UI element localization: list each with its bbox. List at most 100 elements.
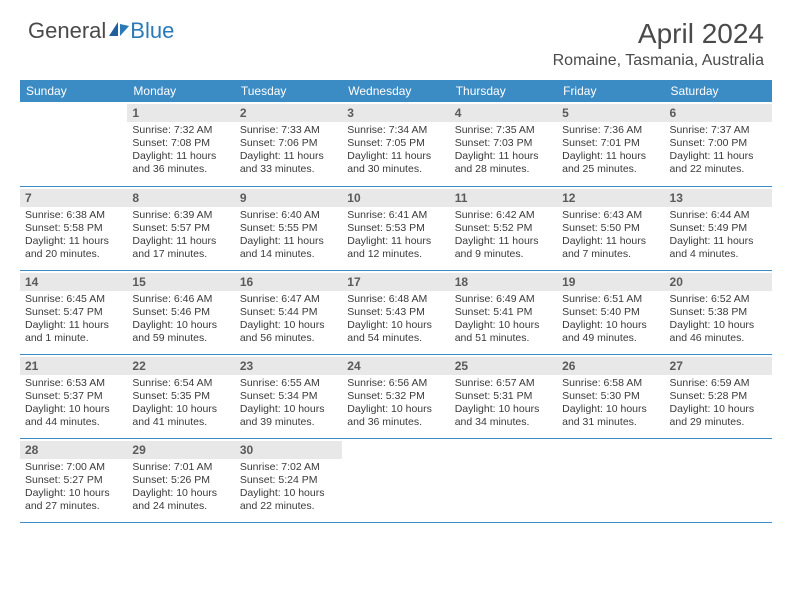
day-num-wrap: 3 (342, 104, 449, 122)
day-cell-blank (20, 102, 127, 186)
day-cell-9: 9Sunrise: 6:40 AMSunset: 5:55 PMDaylight… (235, 186, 342, 270)
daylight-line: Daylight: 10 hours and 54 minutes. (347, 319, 444, 345)
day-cell-6: 6Sunrise: 7:37 AMSunset: 7:00 PMDaylight… (665, 102, 772, 186)
sunset-line: Sunset: 7:08 PM (132, 137, 229, 150)
day-cell-10: 10Sunrise: 6:41 AMSunset: 5:53 PMDayligh… (342, 186, 449, 270)
sunset-line: Sunset: 7:03 PM (455, 137, 552, 150)
day-num-wrap: 30 (235, 441, 342, 459)
day-cell-20: 20Sunrise: 6:52 AMSunset: 5:38 PMDayligh… (665, 270, 772, 354)
day-cell-29: 29Sunrise: 7:01 AMSunset: 5:26 PMDayligh… (127, 438, 234, 522)
daylight-line: Daylight: 11 hours and 20 minutes. (25, 235, 122, 261)
day-num-wrap: 18 (450, 273, 557, 291)
day-num-wrap: 12 (557, 189, 664, 207)
day-num: 14 (25, 275, 122, 289)
sunset-line: Sunset: 5:26 PM (132, 474, 229, 487)
daylight-line: Daylight: 11 hours and 9 minutes. (455, 235, 552, 261)
sunrise-line: Sunrise: 6:38 AM (25, 209, 122, 222)
day-num-wrap: 14 (20, 273, 127, 291)
day-cell-blank (557, 438, 664, 522)
day-num: 12 (562, 191, 659, 205)
header: General Blue April 2024 Romaine, Tasmani… (0, 0, 792, 74)
day-num: 26 (562, 359, 659, 373)
sunrise-line: Sunrise: 6:57 AM (455, 377, 552, 390)
day-cell-19: 19Sunrise: 6:51 AMSunset: 5:40 PMDayligh… (557, 270, 664, 354)
day-cell-16: 16Sunrise: 6:47 AMSunset: 5:44 PMDayligh… (235, 270, 342, 354)
sunrise-line: Sunrise: 6:39 AM (132, 209, 229, 222)
day-num: 29 (132, 443, 229, 457)
sunset-line: Sunset: 7:05 PM (347, 137, 444, 150)
day-cell-25: 25Sunrise: 6:57 AMSunset: 5:31 PMDayligh… (450, 354, 557, 438)
day-cell-12: 12Sunrise: 6:43 AMSunset: 5:50 PMDayligh… (557, 186, 664, 270)
day-num-wrap: 29 (127, 441, 234, 459)
sunrise-line: Sunrise: 6:43 AM (562, 209, 659, 222)
sunset-line: Sunset: 5:50 PM (562, 222, 659, 235)
day-cell-18: 18Sunrise: 6:49 AMSunset: 5:41 PMDayligh… (450, 270, 557, 354)
daylight-line: Daylight: 11 hours and 28 minutes. (455, 150, 552, 176)
day-header-thursday: Thursday (450, 80, 557, 102)
day-num: 24 (347, 359, 444, 373)
daylight-line: Daylight: 11 hours and 22 minutes. (670, 150, 767, 176)
sunset-line: Sunset: 5:32 PM (347, 390, 444, 403)
day-num-wrap: 9 (235, 189, 342, 207)
day-num-wrap: 19 (557, 273, 664, 291)
day-num-wrap: 8 (127, 189, 234, 207)
daylight-line: Daylight: 11 hours and 1 minute. (25, 319, 122, 345)
day-header-wednesday: Wednesday (342, 80, 449, 102)
daylight-line: Daylight: 10 hours and 29 minutes. (670, 403, 767, 429)
daylight-line: Daylight: 10 hours and 44 minutes. (25, 403, 122, 429)
sunset-line: Sunset: 5:31 PM (455, 390, 552, 403)
day-num-wrap: 25 (450, 357, 557, 375)
daylight-line: Daylight: 11 hours and 12 minutes. (347, 235, 444, 261)
day-num: 2 (240, 106, 337, 120)
sunset-line: Sunset: 5:44 PM (240, 306, 337, 319)
sunset-line: Sunset: 7:00 PM (670, 137, 767, 150)
sunset-line: Sunset: 5:40 PM (562, 306, 659, 319)
calendar-table: SundayMondayTuesdayWednesdayThursdayFrid… (20, 80, 772, 523)
daylight-line: Daylight: 10 hours and 24 minutes. (132, 487, 229, 513)
day-num: 10 (347, 191, 444, 205)
day-cell-4: 4Sunrise: 7:35 AMSunset: 7:03 PMDaylight… (450, 102, 557, 186)
daylight-line: Daylight: 10 hours and 27 minutes. (25, 487, 122, 513)
day-num: 22 (132, 359, 229, 373)
sunset-line: Sunset: 5:58 PM (25, 222, 122, 235)
calendar-row: 14Sunrise: 6:45 AMSunset: 5:47 PMDayligh… (20, 270, 772, 354)
day-num: 30 (240, 443, 337, 457)
sunset-line: Sunset: 7:01 PM (562, 137, 659, 150)
sunset-line: Sunset: 5:35 PM (132, 390, 229, 403)
daylight-line: Daylight: 11 hours and 30 minutes. (347, 150, 444, 176)
day-num: 4 (455, 106, 552, 120)
sunset-line: Sunset: 5:57 PM (132, 222, 229, 235)
day-cell-21: 21Sunrise: 6:53 AMSunset: 5:37 PMDayligh… (20, 354, 127, 438)
day-cell-1: 1Sunrise: 7:32 AMSunset: 7:08 PMDaylight… (127, 102, 234, 186)
day-header-friday: Friday (557, 80, 664, 102)
day-num: 25 (455, 359, 552, 373)
title-block: April 2024 Romaine, Tasmania, Australia (553, 18, 764, 70)
day-cell-5: 5Sunrise: 7:36 AMSunset: 7:01 PMDaylight… (557, 102, 664, 186)
day-num-wrap: 1 (127, 104, 234, 122)
day-num: 5 (562, 106, 659, 120)
sunrise-line: Sunrise: 6:52 AM (670, 293, 767, 306)
day-num-wrap: 10 (342, 189, 449, 207)
month-title: April 2024 (553, 18, 764, 50)
sunset-line: Sunset: 5:37 PM (25, 390, 122, 403)
day-num-wrap: 15 (127, 273, 234, 291)
calendar-body: 1Sunrise: 7:32 AMSunset: 7:08 PMDaylight… (20, 102, 772, 522)
daylight-line: Daylight: 11 hours and 4 minutes. (670, 235, 767, 261)
sunrise-line: Sunrise: 6:58 AM (562, 377, 659, 390)
sunrise-line: Sunrise: 6:44 AM (670, 209, 767, 222)
day-num-wrap: 23 (235, 357, 342, 375)
sunrise-line: Sunrise: 6:45 AM (25, 293, 122, 306)
calendar-row: 7Sunrise: 6:38 AMSunset: 5:58 PMDaylight… (20, 186, 772, 270)
day-num: 19 (562, 275, 659, 289)
sunset-line: Sunset: 5:30 PM (562, 390, 659, 403)
day-cell-14: 14Sunrise: 6:45 AMSunset: 5:47 PMDayligh… (20, 270, 127, 354)
day-num: 27 (670, 359, 767, 373)
day-num: 15 (132, 275, 229, 289)
day-num-wrap: 22 (127, 357, 234, 375)
calendar-row: 28Sunrise: 7:00 AMSunset: 5:27 PMDayligh… (20, 438, 772, 522)
sunset-line: Sunset: 7:06 PM (240, 137, 337, 150)
sunset-line: Sunset: 5:28 PM (670, 390, 767, 403)
sunrise-line: Sunrise: 7:37 AM (670, 124, 767, 137)
day-num: 23 (240, 359, 337, 373)
day-header-row: SundayMondayTuesdayWednesdayThursdayFrid… (20, 80, 772, 102)
